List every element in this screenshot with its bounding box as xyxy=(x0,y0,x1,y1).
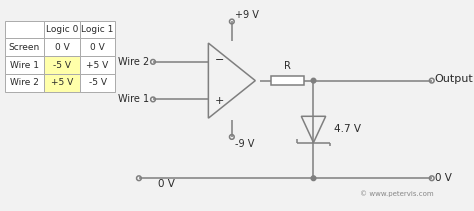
Text: Output: Output xyxy=(435,74,474,84)
Bar xyxy=(80,38,116,56)
Text: -9 V: -9 V xyxy=(235,139,254,149)
Bar xyxy=(44,56,80,74)
Text: +: + xyxy=(215,96,224,106)
Text: 4.7 V: 4.7 V xyxy=(334,124,361,134)
Bar xyxy=(5,20,44,38)
Text: R: R xyxy=(284,61,291,71)
Text: Screen: Screen xyxy=(9,43,40,52)
Circle shape xyxy=(311,78,316,83)
Text: 0 V: 0 V xyxy=(55,43,69,52)
Text: −: − xyxy=(215,55,224,65)
Text: -5 V: -5 V xyxy=(53,61,71,70)
Text: -5 V: -5 V xyxy=(89,78,107,88)
Text: Wire 2: Wire 2 xyxy=(10,78,39,88)
Text: Wire 2: Wire 2 xyxy=(118,57,149,67)
Bar xyxy=(5,38,44,56)
Bar xyxy=(44,74,80,92)
Bar xyxy=(80,56,116,74)
Text: 0 V: 0 V xyxy=(435,173,451,183)
Text: © www.petervis.com: © www.petervis.com xyxy=(360,190,434,197)
Bar xyxy=(5,56,44,74)
Bar xyxy=(44,38,80,56)
Text: Wire 1: Wire 1 xyxy=(118,94,149,104)
Text: +5 V: +5 V xyxy=(86,61,109,70)
Bar xyxy=(80,74,116,92)
Bar xyxy=(44,20,80,38)
Text: Logic 1: Logic 1 xyxy=(82,25,114,34)
Text: Wire 1: Wire 1 xyxy=(10,61,39,70)
Text: Logic 0: Logic 0 xyxy=(46,25,78,34)
Circle shape xyxy=(311,176,316,181)
Text: +5 V: +5 V xyxy=(51,78,73,88)
Bar xyxy=(5,74,44,92)
Bar xyxy=(80,20,116,38)
Text: 0 V: 0 V xyxy=(158,179,174,189)
Text: 0 V: 0 V xyxy=(90,43,105,52)
Bar xyxy=(271,76,304,85)
Text: +9 V: +9 V xyxy=(235,10,258,20)
